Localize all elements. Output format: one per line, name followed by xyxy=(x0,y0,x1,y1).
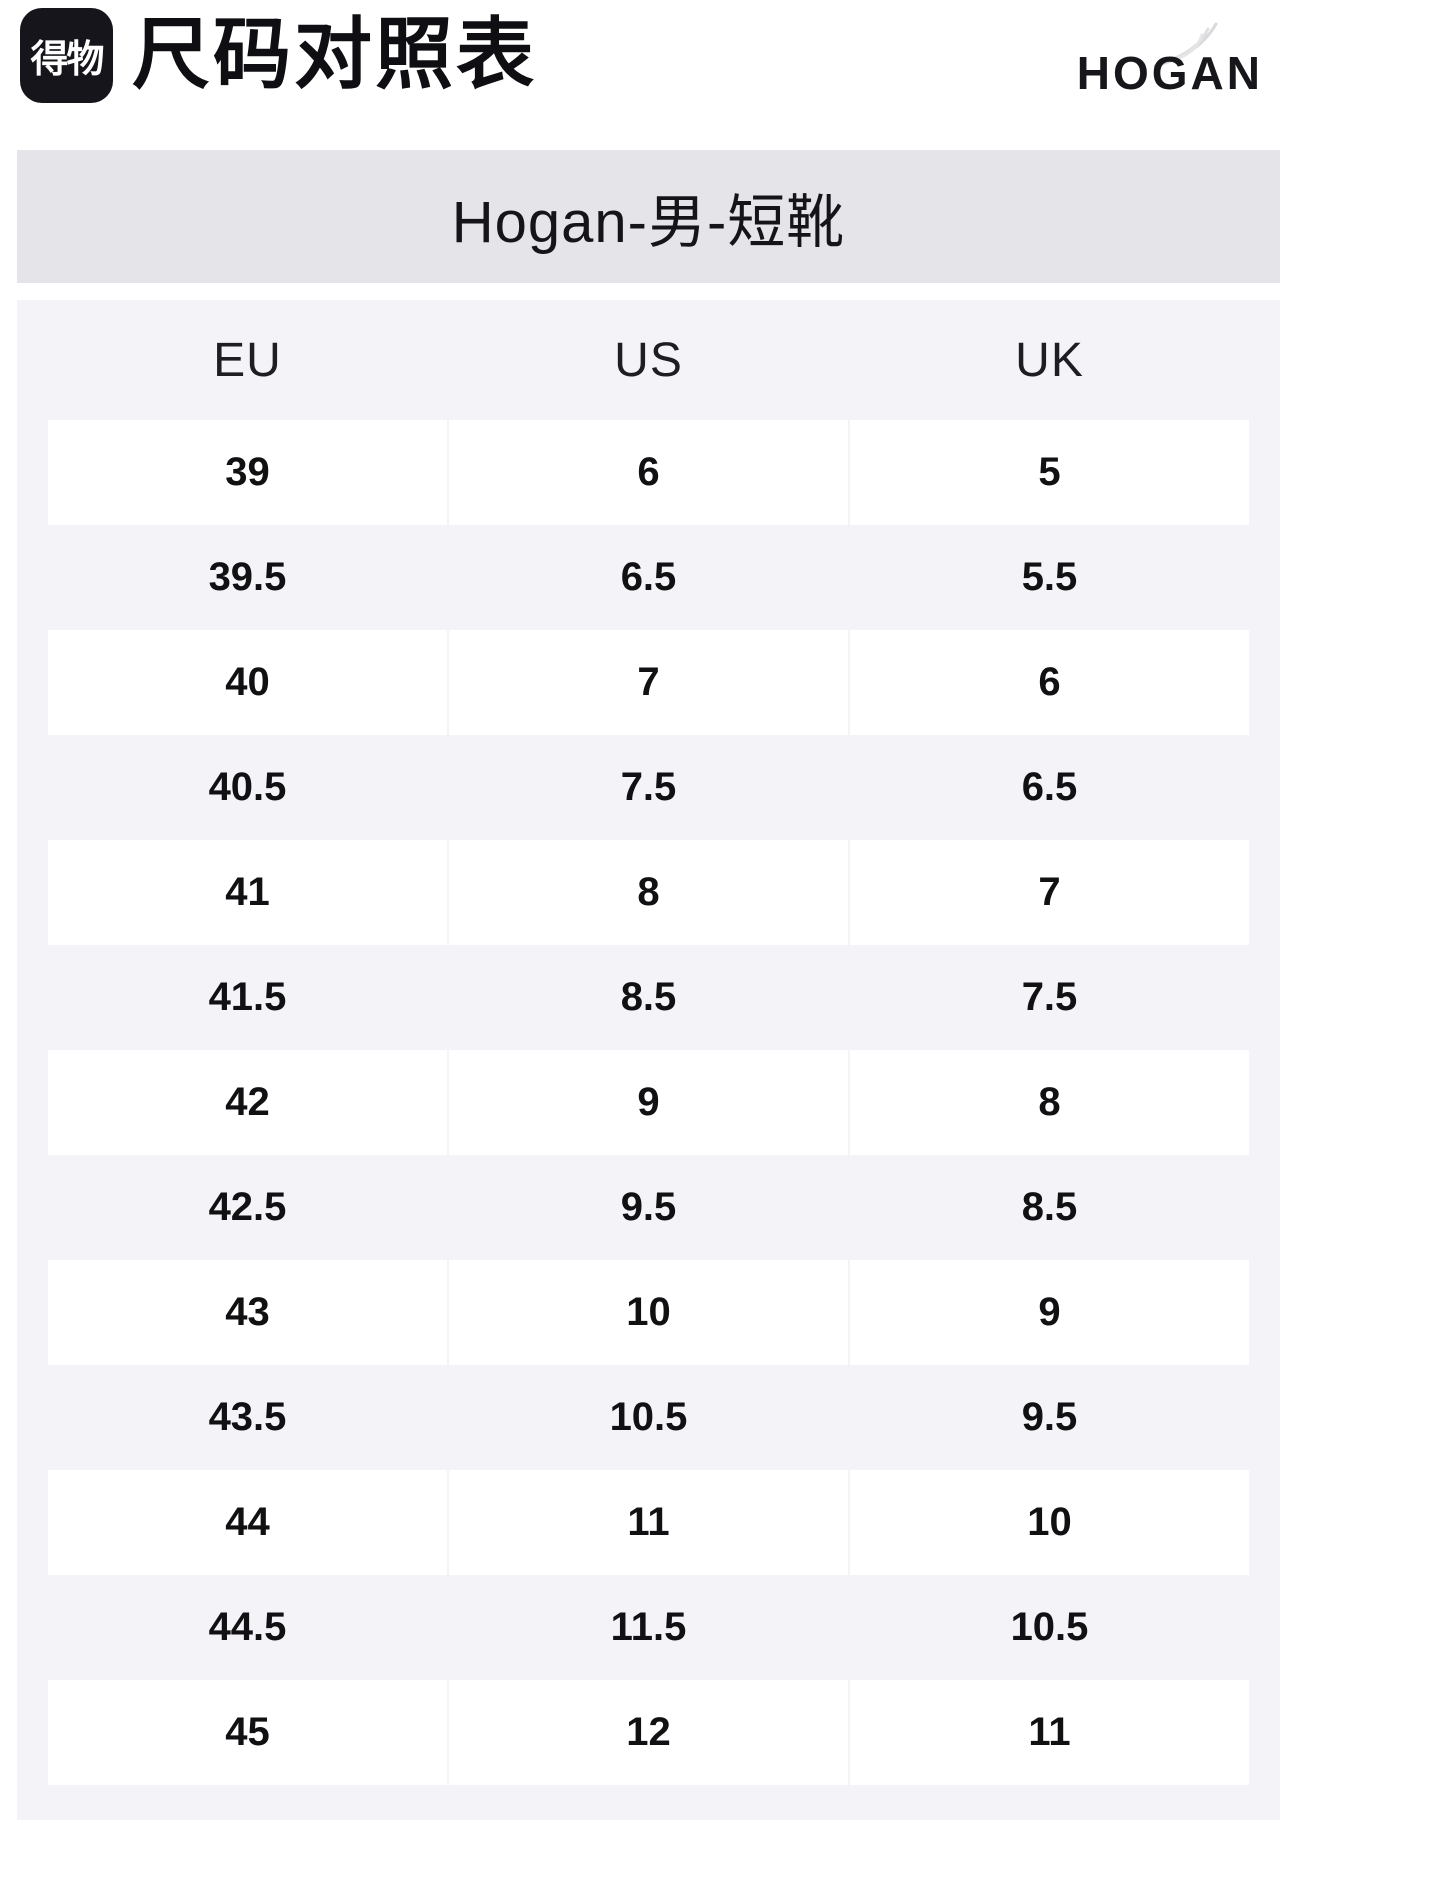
table-row: 43 10 9 xyxy=(48,1260,1249,1365)
size-cell: 7.5 xyxy=(1021,975,1078,1019)
size-cell: 10 xyxy=(449,1260,848,1365)
table-row: 42 9 8 xyxy=(48,1050,1249,1155)
table-row: 41 8 7 xyxy=(48,840,1249,945)
size-cell: 7 xyxy=(850,840,1249,945)
size-cell: 45 xyxy=(48,1680,447,1785)
table-caption: Hogan-男-短靴 xyxy=(451,189,846,255)
table-row: 40 7 6 xyxy=(48,630,1249,735)
table-row: 41.5 8.5 7.5 xyxy=(48,945,1249,1050)
size-cell: 6.5 xyxy=(1021,765,1078,809)
size-cell: 41 xyxy=(48,840,447,945)
size-cell: 7.5 xyxy=(620,765,677,809)
size-cell: 40.5 xyxy=(208,765,287,809)
size-table: EU US UK 39 6 5 39.5 6.5 5.5 40 7 6 40.5 7.5 6.5 41 8 7 4… xyxy=(17,300,1280,1820)
size-cell: 6 xyxy=(449,420,848,525)
size-cell: 9 xyxy=(449,1050,848,1155)
size-cell: 11 xyxy=(449,1470,848,1575)
size-cell: 8 xyxy=(850,1050,1249,1155)
table-row: 39.5 6.5 5.5 xyxy=(48,525,1249,630)
page-title: 尺码对照表 xyxy=(132,10,538,98)
size-cell: 43.5 xyxy=(208,1395,287,1439)
size-cell: 5.5 xyxy=(1021,555,1078,599)
size-cell: 40 xyxy=(48,630,447,735)
size-cell: 6.5 xyxy=(620,555,677,599)
size-cell: 39.5 xyxy=(208,555,287,599)
table-row: 44 11 10 xyxy=(48,1470,1249,1575)
size-cell: 8 xyxy=(449,840,848,945)
table-row: 40.5 7.5 6.5 xyxy=(48,735,1249,840)
size-cell: 9.5 xyxy=(1021,1395,1078,1439)
column-header: US xyxy=(614,333,683,387)
size-cell: 39 xyxy=(48,420,447,525)
dewu-app-logo: 得物 xyxy=(20,8,113,103)
size-cell: 41.5 xyxy=(208,975,287,1019)
column-header: UK xyxy=(1015,333,1084,387)
column-header-row: EU US UK xyxy=(48,300,1249,420)
size-cell: 7 xyxy=(449,630,848,735)
table-row: 44.5 11.5 10.5 xyxy=(48,1575,1249,1680)
page-header: 得物 尺码对照表 HOGAN xyxy=(0,0,1440,150)
spacer xyxy=(0,283,1440,300)
size-cell: 5 xyxy=(850,420,1249,525)
column-header: EU xyxy=(213,333,282,387)
table-caption-bar: Hogan-男-短靴 xyxy=(17,150,1280,283)
size-cell: 6 xyxy=(850,630,1249,735)
size-cell: 8.5 xyxy=(620,975,677,1019)
size-table-body: 39 6 5 39.5 6.5 5.5 40 7 6 40.5 7.5 6.5 41 8 7 41.5 8.5 7… xyxy=(48,420,1249,1785)
size-cell: 42.5 xyxy=(208,1185,287,1229)
size-cell: 9.5 xyxy=(620,1185,677,1229)
size-cell: 8.5 xyxy=(1021,1185,1078,1229)
dewu-logo-text: 得物 xyxy=(30,39,104,81)
table-row: 39 6 5 xyxy=(48,420,1249,525)
size-cell: 44 xyxy=(48,1470,447,1575)
size-cell: 11.5 xyxy=(610,1605,687,1649)
size-cell: 10.5 xyxy=(1010,1605,1089,1649)
size-cell: 44.5 xyxy=(208,1605,287,1649)
table-row: 42.5 9.5 8.5 xyxy=(48,1155,1249,1260)
size-cell: 9 xyxy=(850,1260,1249,1365)
size-cell: 12 xyxy=(449,1680,848,1785)
size-cell: 11 xyxy=(850,1680,1249,1785)
size-cell: 43 xyxy=(48,1260,447,1365)
wing-icon xyxy=(1153,22,1218,68)
hogan-logo-text: HOGAN xyxy=(1076,47,1263,99)
size-cell: 10.5 xyxy=(609,1395,688,1439)
size-cell: 10 xyxy=(850,1470,1249,1575)
table-row: 43.5 10.5 9.5 xyxy=(48,1365,1249,1470)
size-cell: 42 xyxy=(48,1050,447,1155)
hogan-brand-logo: HOGAN xyxy=(1073,18,1263,104)
table-row: 45 12 11 xyxy=(48,1680,1249,1785)
